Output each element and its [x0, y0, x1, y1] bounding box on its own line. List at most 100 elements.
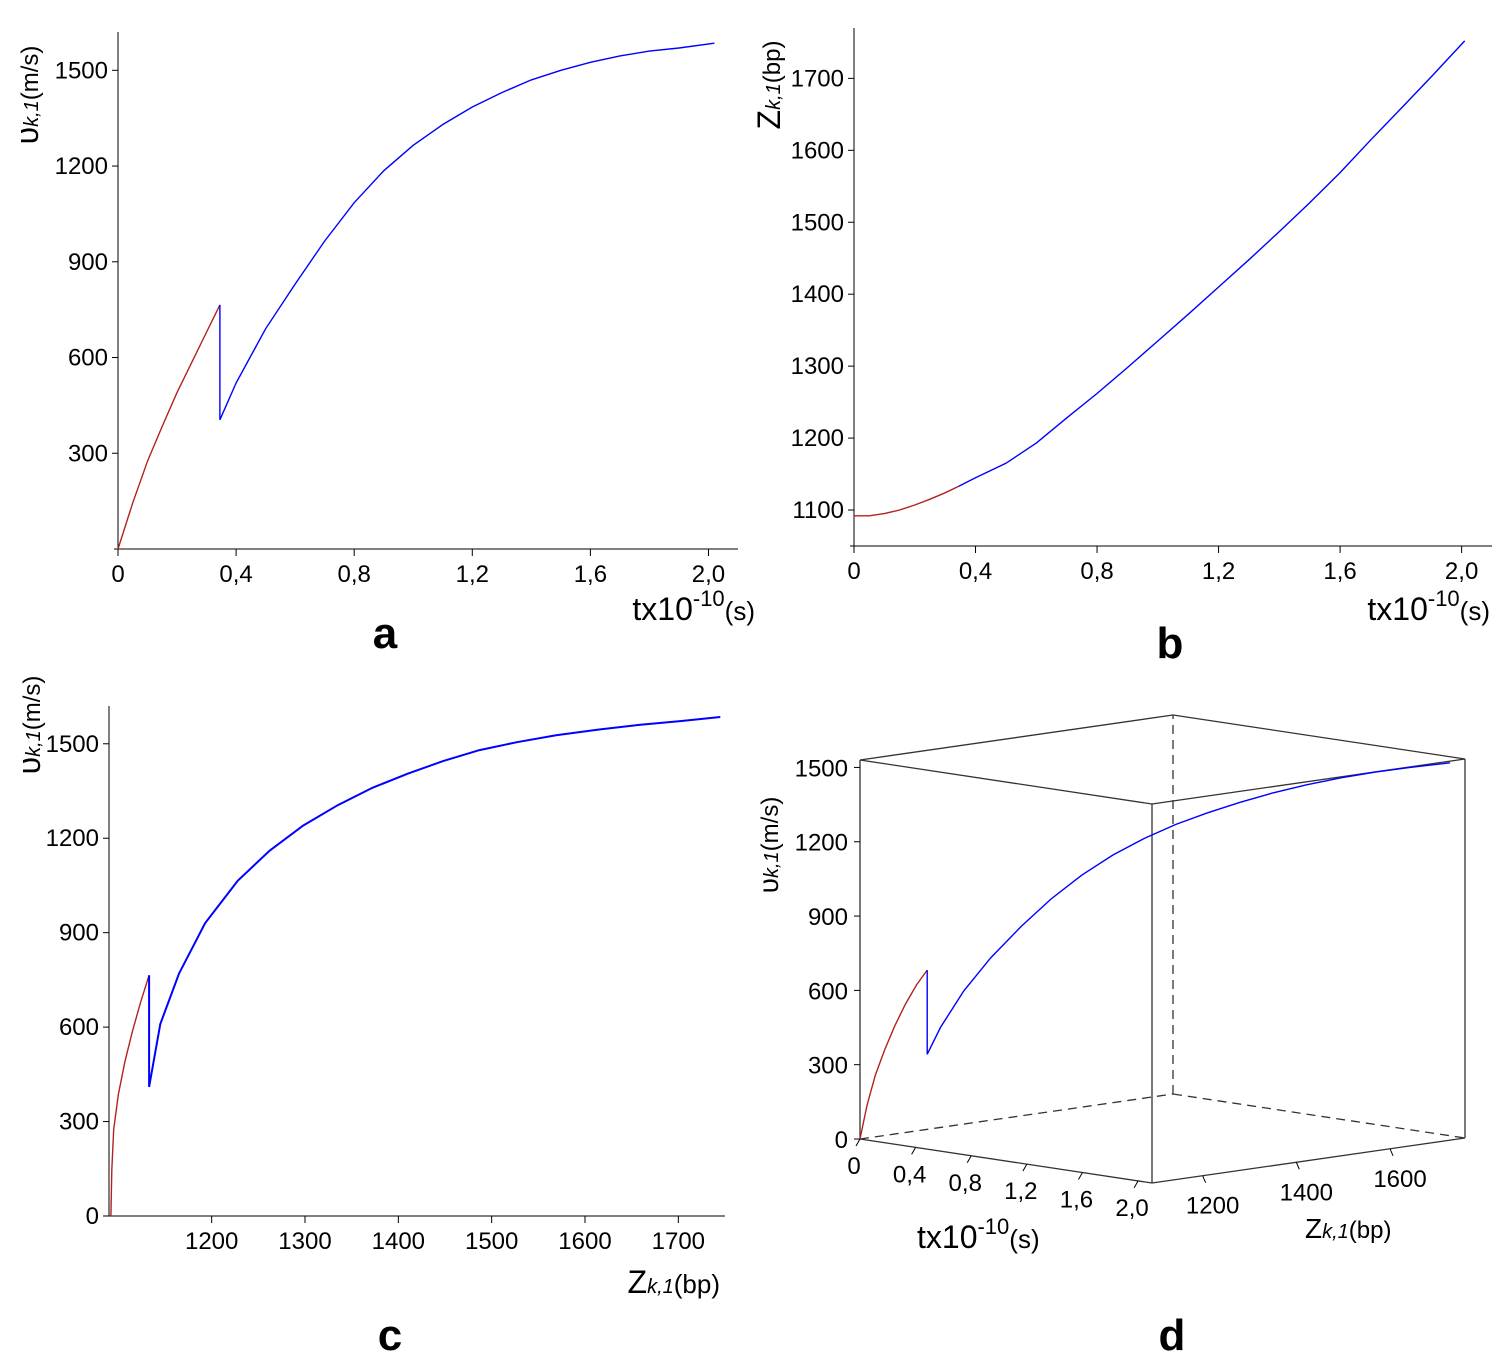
y-axis-label-sub: k,1 — [1322, 1221, 1349, 1243]
y-tick-label: 600 — [59, 1014, 99, 1041]
y-tick-label: 1200 — [1186, 1193, 1239, 1220]
box-edge-hidden — [859, 1093, 1174, 1140]
y-tick-mark — [1389, 1148, 1394, 1156]
x-tick-label: 1600 — [558, 1228, 611, 1255]
y-tick-mark — [1202, 1175, 1207, 1183]
panel-letter-c: c — [378, 1311, 402, 1359]
x-tick-mark — [1078, 1172, 1083, 1180]
y-tick-label: 1500 — [791, 209, 844, 236]
x-axis-label-unit: (s) — [1009, 1224, 1039, 1254]
panel-c: 1200 1300 1400 1500 1600 1700 0 300 600 900 1200 15… — [11, 676, 725, 1359]
z-tick-label: 300 — [808, 1053, 848, 1080]
x-axis-label-main: Z — [628, 1264, 648, 1300]
x-tick-label: 1400 — [372, 1228, 425, 1255]
box-edge — [859, 1138, 1153, 1184]
y-axis-label-unit: (bp) — [759, 41, 786, 84]
x-tick-label: 1,6 — [574, 561, 607, 588]
x-tick-label: 0,8 — [338, 561, 371, 588]
x-axis-label-sup: -10 — [1428, 586, 1460, 611]
y-tick-label: 1700 — [791, 65, 844, 92]
x-axis-label-main: tx10 — [632, 591, 692, 627]
x-axis-label: Zk,1(bp) — [628, 1264, 720, 1300]
x-tick-label: 0 — [847, 1153, 860, 1180]
panel-d: 0 300 600 900 1200 1500 0 0,4 0,8 1,2 1,6 2,0 1200 14… — [753, 714, 1466, 1359]
y-axis-label: Zk,1(bp) — [1305, 1213, 1391, 1244]
y-tick-label: 300 — [59, 1109, 99, 1136]
x-tick-label: 1500 — [465, 1228, 518, 1255]
y-axis-label-main: υ — [9, 127, 45, 145]
x-tick-label: 1,2 — [456, 561, 489, 588]
x-tick-label: 1,6 — [1060, 1187, 1093, 1214]
x-axis-label: tx10-10(s) — [1367, 586, 1490, 627]
series-phase1-line — [854, 485, 960, 517]
panel-letter-b: b — [1157, 619, 1184, 668]
y-tick-label: 1200 — [55, 153, 108, 180]
x-tick-label: 1200 — [185, 1228, 238, 1255]
y-axis-label-unit: (bp) — [1349, 1217, 1392, 1244]
x-tick-label: 2,0 — [1115, 1195, 1148, 1222]
x-tick-mark — [1022, 1163, 1028, 1172]
z-tick-label: 900 — [808, 904, 848, 931]
x-tick-label: 1,6 — [1323, 558, 1356, 585]
y-tick-label: 1300 — [791, 353, 844, 380]
x-tick-label: 0,4 — [219, 561, 252, 588]
box-edge — [859, 714, 1174, 761]
z-tick-label: 0 — [835, 1127, 848, 1154]
panel-b: 0 0,4 0,8 1,2 1,6 2,0 1100 1200 1300 1400 1500 1600… — [751, 28, 1492, 668]
box-edge — [1172, 714, 1466, 760]
x-tick-label: 0,4 — [893, 1161, 926, 1188]
box-edge — [859, 759, 1153, 805]
y-tick-label: 600 — [68, 345, 108, 372]
x-axis-label: tx10-10(s) — [632, 586, 755, 627]
x-tick-label: 0,8 — [949, 1170, 982, 1197]
series-phase2-line — [148, 716, 721, 1088]
x-tick-mark — [966, 1155, 972, 1164]
x-tick-label: 0,4 — [959, 558, 992, 585]
y-tick-label: 1500 — [55, 57, 108, 84]
z-tick-label: 1200 — [795, 830, 848, 857]
z-axis-label-unit: (m/s) — [757, 797, 784, 852]
y-tick-label: 1200 — [46, 825, 99, 852]
x-tick-label: 0,8 — [1080, 558, 1113, 585]
x-tick-label: 2,0 — [1445, 558, 1478, 585]
y-tick-label: 1400 — [1280, 1179, 1333, 1206]
y-tick-label: 300 — [68, 440, 108, 467]
series-phase2-line — [958, 40, 1466, 487]
y-tick-label: 0 — [86, 1203, 99, 1230]
x-tick-label: 2,0 — [692, 561, 725, 588]
z-axis-label: υk,1(m/s) — [753, 797, 784, 894]
z-tick-label: 600 — [808, 978, 848, 1005]
x-axis-label-sup: -10 — [977, 1214, 1009, 1239]
series-phase1-line — [110, 974, 150, 1217]
x-axis-label-main: tx10 — [1367, 591, 1427, 627]
series-phase2-line — [926, 762, 1451, 1055]
box-edge — [1151, 1137, 1466, 1184]
y-axis-label-unit: (m/s) — [19, 676, 46, 731]
x-tick-label: 0 — [111, 561, 124, 588]
y-tick-label: 1200 — [791, 425, 844, 452]
x-tick-label: 1,2 — [1004, 1178, 1037, 1205]
y-axis-label-main: υ — [11, 757, 47, 775]
x-tick-mark — [855, 1138, 861, 1147]
x-axis-label-sub: k,1 — [647, 1276, 674, 1298]
x-axis-label-unit: (s) — [1460, 596, 1490, 626]
y-tick-label: 1400 — [791, 281, 844, 308]
y-axis-label: Zk,1(bp) — [751, 41, 787, 130]
y-axis-label-main: Z — [1305, 1213, 1322, 1244]
box-edge — [1151, 758, 1466, 805]
y-tick-label: 1100 — [792, 497, 844, 524]
x-axis-label-sup: -10 — [693, 586, 725, 611]
series-phase2-line — [219, 42, 715, 421]
y-axis-label-unit: (m/s) — [17, 46, 44, 101]
x-axis-label: tx10-10(s) — [917, 1214, 1040, 1255]
y-tick-label: 900 — [68, 249, 108, 276]
y-axis-label-sub: k,1 — [763, 83, 785, 110]
series-phase1-line — [859, 969, 928, 1140]
y-tick-label: 900 — [59, 920, 99, 947]
z-tick-label: 1500 — [795, 755, 848, 782]
box-edge-hidden — [1172, 1093, 1466, 1139]
x-axis-label-main: tx10 — [917, 1219, 977, 1255]
series-phase1-line — [117, 304, 221, 550]
x-tick-mark — [911, 1147, 917, 1155]
